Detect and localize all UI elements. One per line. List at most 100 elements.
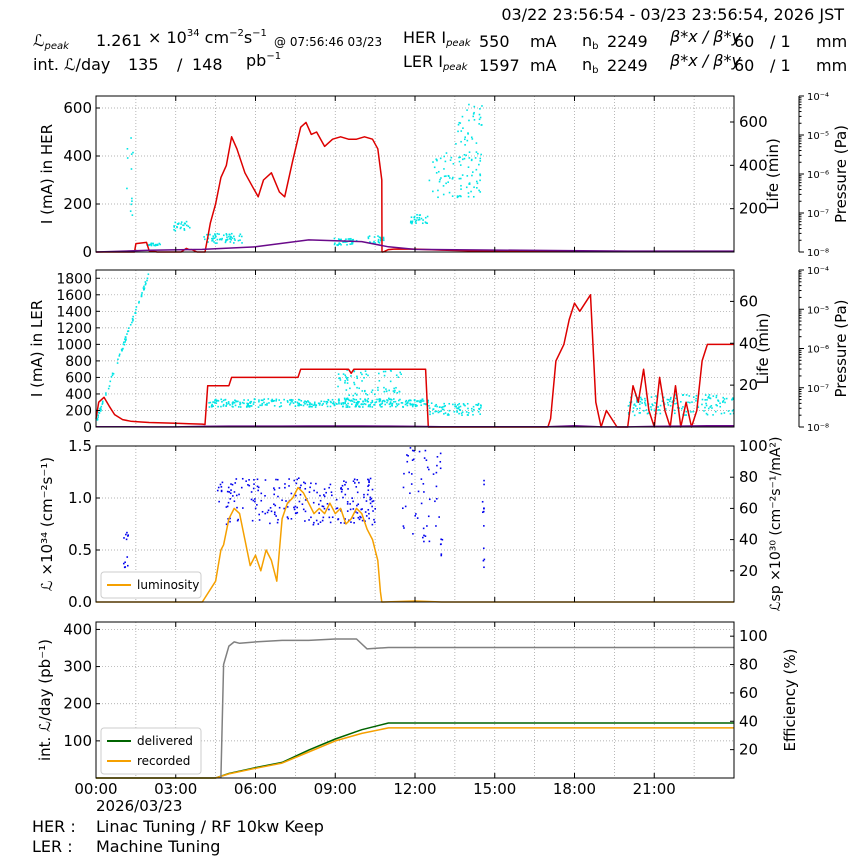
- scatter-point: [218, 500, 220, 503]
- scatter-point: [411, 405, 414, 408]
- series-recorded: [96, 727, 734, 779]
- scatter-point: [349, 503, 351, 505]
- scatter-point: [378, 379, 381, 382]
- scatter-point: [225, 404, 228, 407]
- y2-tick-label: 20: [739, 376, 758, 394]
- scatter-point: [402, 525, 405, 527]
- scatter-point: [368, 484, 370, 486]
- scatter-point: [386, 399, 389, 402]
- scatter-point: [425, 459, 428, 462]
- scatter-point: [212, 235, 215, 237]
- scatter-point: [348, 399, 351, 402]
- scatter-point: [448, 409, 451, 412]
- scatter-point: [459, 194, 461, 197]
- scatter-point: [695, 400, 697, 402]
- scatter-point: [676, 402, 678, 405]
- scatter-point: [235, 494, 238, 497]
- scatter-point: [314, 404, 316, 406]
- scatter-point: [376, 398, 378, 401]
- scatter-point: [307, 401, 310, 403]
- y-tick-label: 1800: [56, 271, 92, 287]
- pressure-tick-label: 10⁻⁴: [807, 266, 829, 277]
- scatter-point: [724, 401, 726, 404]
- scatter-point: [243, 399, 245, 401]
- scatter-point: [451, 177, 454, 180]
- scatter-point: [423, 534, 425, 537]
- y-tick-label: 1600: [56, 288, 92, 304]
- scatter-point: [356, 479, 359, 481]
- scatter-point: [653, 409, 656, 412]
- scatter-point: [348, 394, 351, 396]
- scatter-point: [415, 222, 417, 224]
- scatter-point: [212, 405, 214, 407]
- scatter-point: [457, 195, 460, 198]
- scatter-point: [237, 239, 240, 242]
- scatter-point: [393, 387, 395, 390]
- scatter-point: [123, 343, 126, 346]
- scatter-point: [389, 401, 392, 403]
- scatter-point: [380, 403, 382, 405]
- scatter-point: [339, 377, 341, 379]
- scatter-point: [669, 400, 671, 403]
- scatter-point: [238, 235, 241, 237]
- scatter-point: [707, 395, 710, 398]
- scatter-point: [462, 403, 465, 405]
- scatter-point: [480, 405, 482, 407]
- scatter-point: [461, 158, 464, 161]
- scatter-point: [442, 193, 445, 196]
- scatter-point: [246, 405, 248, 407]
- scatter-point: [439, 461, 442, 463]
- scatter-point: [208, 406, 211, 408]
- scatter-point: [96, 419, 99, 421]
- scatter-point: [384, 403, 386, 406]
- scatter-point: [304, 499, 307, 501]
- scatter-point: [377, 241, 380, 244]
- scatter-point: [410, 483, 413, 485]
- scatter-point: [221, 237, 223, 240]
- scatter-point: [217, 405, 219, 408]
- scatter-point: [234, 482, 237, 484]
- ler-nb-label: nb: [582, 55, 599, 76]
- scatter-point: [367, 237, 370, 240]
- scatter-point: [368, 479, 370, 481]
- y2-tick-label: 100: [739, 627, 768, 645]
- scatter-point: [240, 235, 243, 238]
- scatter-point: [445, 152, 448, 154]
- scatter-point: [424, 216, 427, 219]
- scatter-point: [475, 168, 478, 171]
- scatter-point: [124, 341, 127, 343]
- scatter-point: [432, 190, 434, 193]
- scatter-point: [397, 376, 400, 379]
- scatter-point: [225, 233, 228, 235]
- scatter-point: [234, 404, 237, 407]
- scatter-point: [391, 404, 393, 407]
- scatter-point: [428, 404, 430, 407]
- scatter-point: [443, 175, 446, 178]
- scatter-point: [467, 414, 469, 416]
- scatter-point: [344, 401, 346, 404]
- scatter-point: [422, 483, 425, 485]
- scatter-point: [476, 404, 479, 407]
- scatter-point: [424, 221, 427, 223]
- date-range: 03/22 23:56:54 - 03/23 23:56:54, 2026 JS…: [501, 5, 844, 24]
- y-tick-label: 200: [63, 195, 92, 213]
- scatter-point: [225, 234, 228, 236]
- scatter-point: [333, 404, 336, 407]
- scatter-point: [256, 504, 258, 506]
- scatter-point: [313, 521, 315, 524]
- scatter-point: [388, 398, 391, 401]
- scatter-point: [231, 405, 234, 408]
- scatter-point: [366, 493, 369, 496]
- scatter-point: [359, 515, 361, 518]
- scatter-point: [305, 401, 308, 404]
- scatter-point: [644, 404, 647, 407]
- scatter-point: [385, 388, 387, 390]
- scatter-point: [289, 402, 292, 404]
- scatter-point: [410, 399, 412, 402]
- scatter-point: [463, 157, 466, 160]
- scatter-point: [356, 402, 358, 404]
- scatter-point: [214, 399, 216, 401]
- scatter-point: [237, 400, 239, 403]
- scatter-point: [459, 122, 462, 124]
- scatter-point: [450, 156, 453, 159]
